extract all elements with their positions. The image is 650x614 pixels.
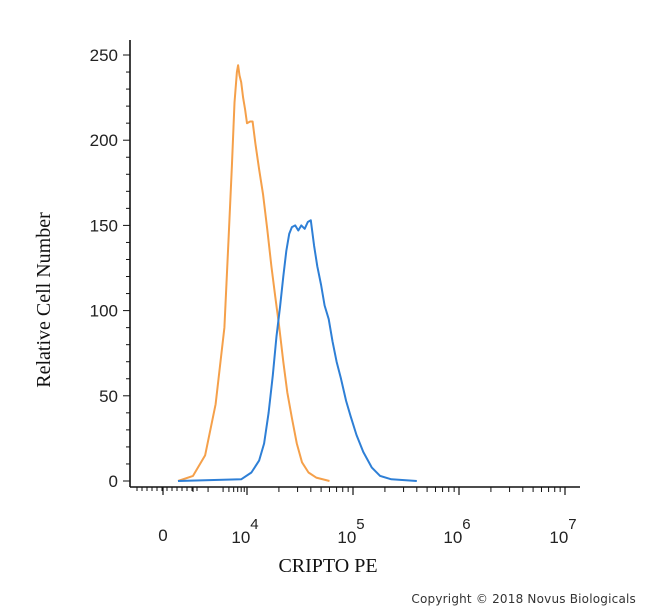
series-line-orange [177, 64, 330, 482]
series-line-blue [177, 219, 417, 482]
x-axis: 0 104 105 106 107 [130, 486, 580, 547]
y-tick-label: 200 [90, 131, 118, 150]
x-tick-label: 105 [337, 516, 364, 547]
y-tick-label: 100 [90, 302, 118, 321]
series-layer [177, 64, 417, 482]
x-tick-label: 107 [549, 516, 576, 547]
y-axis: 0 50 100 150 200 250 [90, 40, 131, 491]
copyright-notice: Copyright © 2018 Novus Biologicals [411, 592, 636, 606]
x-tick-label: 0 [158, 526, 167, 545]
y-axis-title: Relative Cell Number [33, 212, 55, 388]
y-tick-label: 50 [99, 387, 118, 406]
y-tick-label: 250 [90, 46, 118, 65]
y-tick-label: 150 [90, 216, 118, 235]
x-tick-label: 106 [443, 516, 470, 547]
x-axis-title: CRIPTO PE [278, 555, 377, 577]
x-tick-label: 104 [231, 516, 258, 547]
y-tick-label: 0 [109, 472, 118, 491]
